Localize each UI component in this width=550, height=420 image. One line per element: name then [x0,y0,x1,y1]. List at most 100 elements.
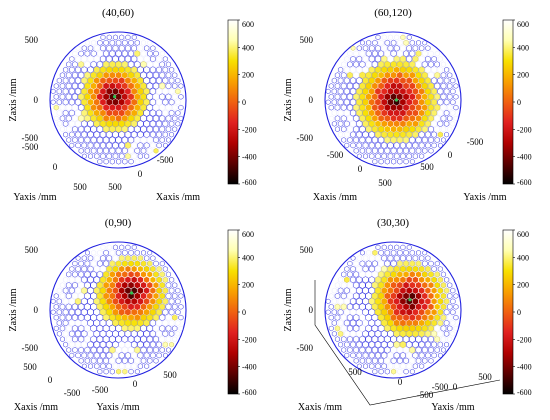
colorbar-tick-label: -400 [242,363,257,372]
x-axis-label: Xaxis /mm [156,192,200,203]
sphere-surface [49,31,187,169]
subplot-1: (40,60) 500 0 -500 Zaxis /mm 500 0 -500 Xaxis /m… [8,7,257,203]
colorbar-tick-label: 400 [517,43,529,52]
x-axis: 500 0 -500 Xaxis /mm [14,362,81,413]
colorbar: 600 400 200 0 -200 -400 -600 [227,19,257,187]
center-marker [408,298,412,302]
subplot-title: (30,30) [377,217,409,229]
x-axis-label: Xaxis /mm [14,402,58,413]
colorbar-tick-label: 0 [242,98,246,107]
colorbar: 600 400 200 0 -200 -400 -600 [227,229,257,397]
y-tick-label: 0 [453,382,458,392]
colorbar-tick-label: -600 [242,388,257,397]
z-axis-label: Zaxis /mm [283,78,294,121]
z-tick-label: -500 [22,343,39,353]
z-tick-label: -500 [297,343,314,353]
colorbar-tick-label: -200 [517,335,532,344]
center-marker [130,291,134,295]
z-axis-label: Zaxis /mm [8,288,19,331]
colorbar: 600 400 200 0 -200 -400 -600 [502,229,532,397]
colorbar-tick-label: -600 [242,178,257,187]
colorbar-tick-label: -200 [517,125,532,134]
y-tick-label: 500 [163,370,177,380]
x-axis: 500 0 -500 Xaxis /mm [108,155,200,203]
z-tick-label: 500 [25,35,39,45]
z-tick-label: 0 [34,305,39,315]
y-tick-label: -500 [92,385,109,395]
y-axis: -500 0 500 Yaxis /mm [417,372,493,413]
colorbar-tick-label: 0 [517,308,521,317]
z-tick-label: 0 [309,95,314,105]
colorbar-tick-label: -200 [242,335,257,344]
colorbar-tick-label: 200 [517,281,529,290]
colorbar-gradient [502,229,514,395]
y-tick-label: 0 [448,150,453,160]
z-axis: 500 0 -500 Zaxis /mm [283,245,314,353]
sphere-surface [324,241,462,379]
subplot-3: (0,90) 500 0 -500 Zaxis /mm 500 0 -500 Xaxis /mm… [8,217,257,413]
z-tick-label: 0 [309,305,314,315]
colorbar-tick-label: 400 [242,43,254,52]
y-axis-label: Yaxis /mm [431,402,474,413]
colorbar-tick-label: 400 [242,253,254,262]
y-axis: 500 0 -500 Yaxis /mm [420,137,507,203]
colorbar-tick-label: -600 [517,388,532,397]
x-tick-label: -500 [327,150,344,160]
x-tick-label: -500 [64,388,81,398]
z-tick-label: 500 [300,245,314,255]
y-tick-label: 500 [478,372,492,382]
y-tick-label: 0 [133,379,138,389]
y-tick-label: 500 [73,182,87,192]
y-tick-label: -500 [22,142,39,152]
z-tick-label: -500 [22,133,39,143]
x-tick-label: 0 [48,375,53,385]
z-axis: 500 0 -500 Zaxis /mm [283,35,314,143]
x-tick-label: 500 [108,182,122,192]
colorbar-tick-label: 0 [517,98,521,107]
colorbar-gradient [502,19,514,185]
colorbar-tick-label: 200 [242,281,254,290]
y-axis-label: Yaxis /mm [13,192,56,203]
center-marker [394,98,398,102]
z-tick-label: -500 [297,133,314,143]
x-tick-label: 500 [348,367,362,377]
x-tick-label: 0 [398,377,403,387]
x-tick-label: 500 [23,362,37,372]
colorbar-tick-label: 600 [517,20,529,29]
x-axis: 500 0 -500 Xaxis /mm [298,367,449,413]
z-axis-label: Zaxis /mm [283,288,294,331]
subplot-title: (40,60) [102,7,134,19]
z-axis: 500 0 -500 Zaxis /mm [8,245,39,353]
colorbar-tick-label: 400 [517,253,529,262]
x-axis-label: Xaxis /mm [298,402,342,413]
z-tick-label: 500 [25,245,39,255]
colorbar-tick-label: 200 [242,71,254,80]
colorbar-tick-label: -400 [242,153,257,162]
x-tick-label: 500 [378,178,392,188]
colorbar-tick-label: 600 [517,230,529,239]
sphere-surface [324,31,462,169]
subplot-title: (0,90) [105,217,132,229]
colorbar-tick-label: -400 [517,153,532,162]
subplot-title: (60,120) [374,7,412,19]
x-tick-label: -500 [432,382,449,392]
z-axis: 500 0 -500 Zaxis /mm [8,35,39,143]
z-tick-label: 500 [300,35,314,45]
z-axis-label: Zaxis /mm [8,78,19,121]
y-tick-label: 500 [420,162,434,172]
x-axis: -500 0 500 Xaxis /mm [313,150,392,203]
colorbar: 600 400 200 0 -200 -400 -600 [502,19,532,187]
y-axis-label: Yaxis /mm [96,402,139,413]
y-axis: -500 0 500 Yaxis /mm [13,142,87,203]
center-marker [113,95,117,99]
x-tick-label: -500 [157,155,174,165]
colorbar-gradient [227,19,239,185]
colorbar-tick-label: 600 [242,20,254,29]
y-axis-label: Yaxis /mm [463,192,506,203]
subplot-2: (60,120) 500 0 -500 Zaxis /mm -500 0 500 Xaxis /… [283,7,532,203]
colorbar-tick-label: -600 [517,178,532,187]
x-axis-label: Xaxis /mm [313,192,357,203]
sphere-surface [49,241,187,379]
x-tick-label: 0 [138,169,143,179]
